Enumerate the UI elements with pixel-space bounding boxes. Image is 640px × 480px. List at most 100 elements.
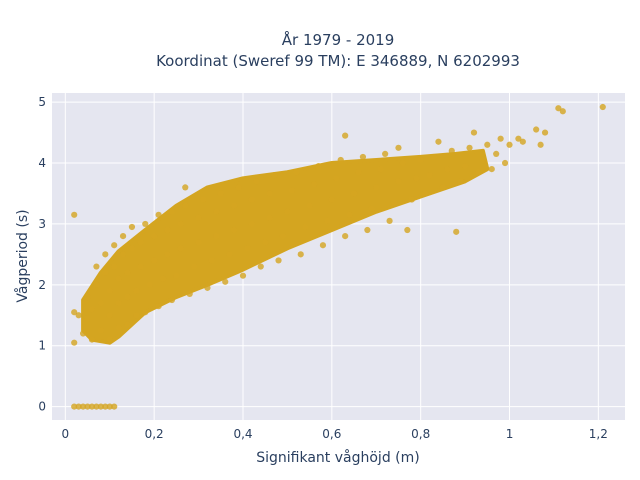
data-point [124,321,131,328]
data-point [142,309,149,316]
data-point [75,403,82,410]
data-point [559,108,566,115]
data-point [342,132,349,139]
data-point [97,299,104,307]
data-point [128,223,136,231]
data-point [88,403,96,410]
data-point [417,156,424,164]
data-point [430,153,438,161]
x-tick-label: 0,2 [145,427,164,441]
data-point [208,257,216,264]
data-point [151,233,158,240]
data-point [390,199,398,206]
data-point [266,190,273,197]
data-point [324,217,331,224]
data-point [213,233,220,240]
data-point [484,141,491,148]
dense-point-cloud [81,148,490,345]
data-point [151,257,158,264]
data-point [84,403,91,410]
y-tick-label: 4 [38,156,46,170]
data-point [133,287,140,295]
data-point [279,233,287,240]
data-point [111,263,118,270]
data-point [164,226,171,234]
data-point [71,403,78,410]
data-point [266,214,273,221]
data-point [142,220,149,228]
data-point [497,135,504,142]
data-point [404,226,411,234]
data-point [102,251,109,258]
x-tick-label: 0 [62,427,70,441]
data-point [79,330,87,337]
data-point [168,296,176,304]
data-point [102,403,109,410]
data-point [355,169,362,176]
data-point [435,138,442,145]
data-point [177,245,184,252]
data-point [350,190,358,197]
data-point [88,336,96,343]
data-point [493,150,500,157]
data-point [115,275,122,282]
y-tick-label: 0 [38,400,46,414]
data-point [275,257,282,264]
data-point [262,239,269,246]
data-point [501,159,509,167]
data-point [537,141,544,148]
data-point [439,184,446,191]
data-point [71,211,78,218]
data-point [293,169,300,176]
data-point [155,303,162,310]
data-point [519,138,526,145]
y-tick-label: 1 [38,339,46,353]
chart-subtitle: Koordinat (Sweref 99 TM): E 346889, N 62… [156,52,520,70]
data-point [231,202,238,209]
data-point [359,153,367,161]
data-point [124,269,131,276]
data-point [315,162,322,170]
y-tick-label: 3 [38,217,46,231]
data-point [204,284,211,291]
data-point [368,205,375,212]
data-point [124,293,131,301]
data-point [93,403,100,410]
data-point [106,336,113,343]
data-point [386,217,393,224]
data-point [84,315,91,322]
x-axis-title: Signifikant våghöjd (m) [256,449,419,466]
data-point [377,166,384,173]
data-point [373,184,380,191]
data-point [422,190,429,197]
y-tick-label: 2 [38,278,46,292]
data-point [115,324,122,331]
data-point [479,156,486,164]
data-point [93,281,100,288]
y-axis-title: Vågperiod (s) [14,209,31,302]
data-point [461,162,469,170]
data-point [333,175,340,182]
data-point [137,239,144,246]
data-point [226,251,233,258]
data-point [88,306,96,313]
data-point [195,239,202,246]
data-point [191,263,198,270]
data-point [75,312,82,319]
x-tick-label: 1 [506,427,514,441]
x-tick-label: 1,2 [589,427,608,441]
y-axis-ticks: 0 1 2 3 4 5 [38,95,46,413]
data-point [146,281,153,288]
data-point [306,202,313,209]
data-point [337,156,344,164]
data-point [319,242,327,249]
data-point [182,202,189,209]
data-point [466,144,473,151]
data-point [239,272,247,279]
data-point [195,214,202,221]
data-point [244,245,251,252]
data-point [217,190,224,197]
data-point [168,208,176,215]
